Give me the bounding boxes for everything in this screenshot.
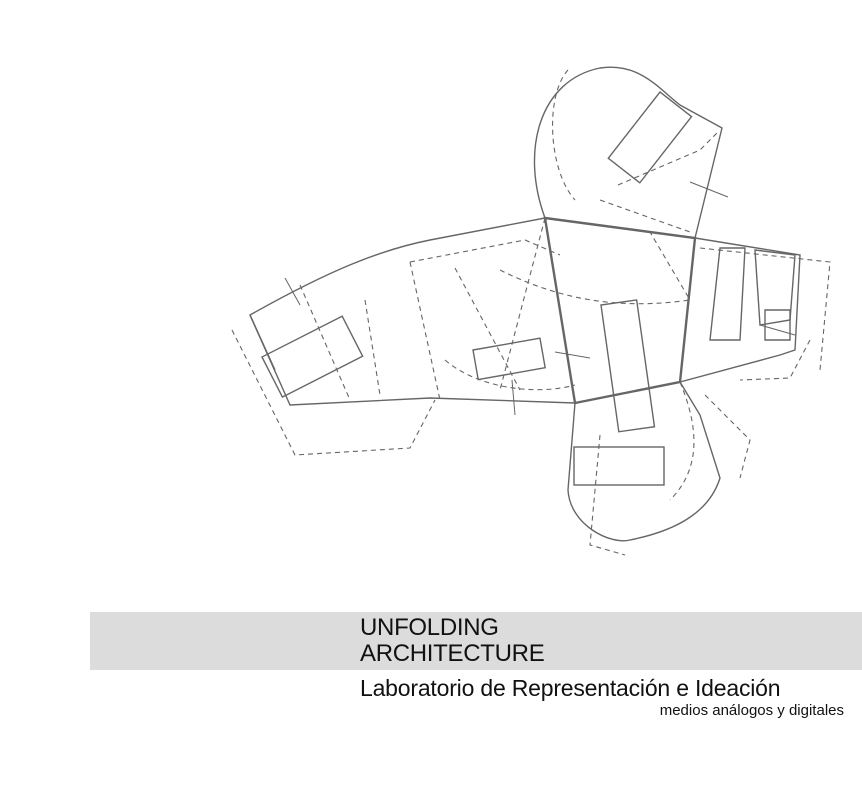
dashed-fold-lines	[231, 69, 831, 556]
unfolded-plan-drawing	[231, 66, 831, 556]
title-band	[90, 612, 862, 670]
subtitle: Laboratorio de Representación e Ideación	[360, 675, 781, 701]
tagline: medios análogos y digitales	[659, 702, 844, 719]
title-line-1: UNFOLDING	[360, 614, 499, 641]
annotation-ticks	[284, 181, 796, 416]
title-line-2: ARCHITECTURE	[360, 640, 545, 667]
solid-outlines	[249, 66, 801, 542]
